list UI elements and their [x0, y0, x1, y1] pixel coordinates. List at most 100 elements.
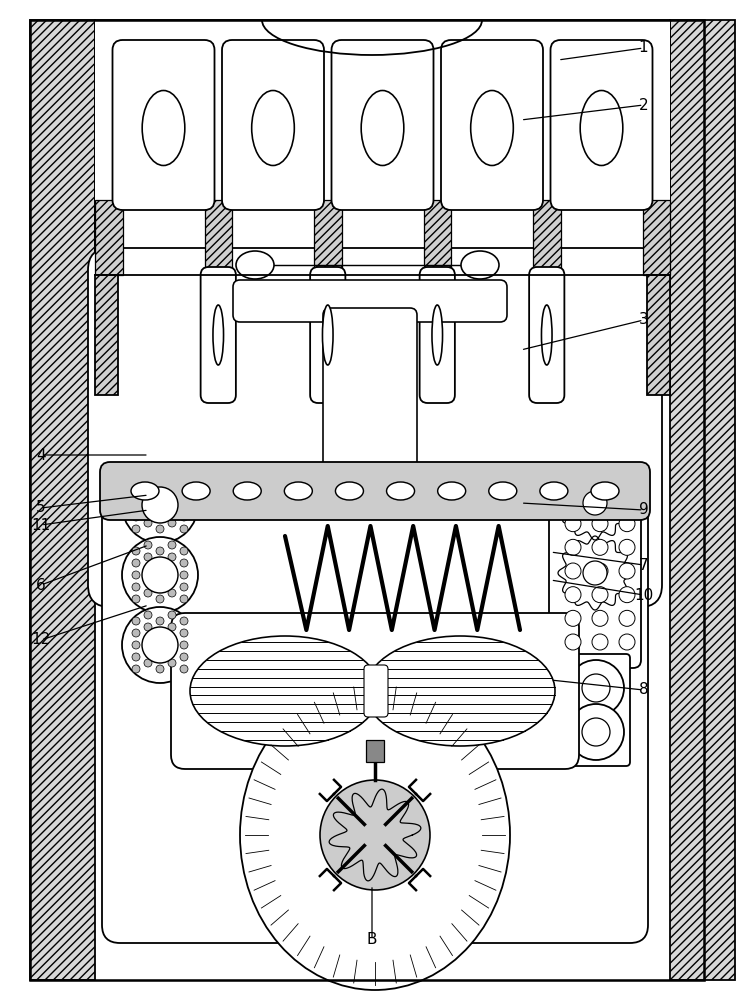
- Ellipse shape: [580, 91, 623, 165]
- Circle shape: [156, 641, 164, 649]
- Bar: [557, 275, 560, 395]
- Ellipse shape: [182, 482, 210, 500]
- FancyBboxPatch shape: [88, 248, 662, 607]
- Circle shape: [565, 610, 581, 626]
- Circle shape: [565, 492, 581, 508]
- FancyBboxPatch shape: [201, 267, 236, 403]
- Circle shape: [565, 539, 581, 555]
- Circle shape: [619, 539, 635, 555]
- Ellipse shape: [190, 636, 380, 746]
- Ellipse shape: [361, 91, 404, 165]
- FancyBboxPatch shape: [529, 267, 565, 403]
- Circle shape: [582, 718, 610, 746]
- FancyBboxPatch shape: [102, 475, 648, 943]
- Circle shape: [592, 610, 608, 626]
- Bar: [337, 275, 341, 395]
- Circle shape: [568, 704, 624, 760]
- Circle shape: [142, 557, 178, 593]
- Circle shape: [132, 513, 140, 521]
- Circle shape: [619, 634, 635, 650]
- FancyBboxPatch shape: [233, 280, 507, 322]
- Bar: [533, 200, 560, 275]
- Bar: [670, 20, 735, 980]
- Circle shape: [144, 565, 152, 573]
- Text: 2: 2: [639, 98, 648, 112]
- Ellipse shape: [437, 482, 466, 500]
- Circle shape: [168, 659, 176, 667]
- Polygon shape: [558, 466, 632, 540]
- Circle shape: [168, 541, 176, 549]
- FancyBboxPatch shape: [222, 40, 324, 210]
- Circle shape: [144, 623, 152, 631]
- Bar: [95, 275, 670, 395]
- Circle shape: [583, 561, 607, 585]
- Circle shape: [144, 495, 152, 503]
- Circle shape: [168, 647, 176, 655]
- Circle shape: [132, 617, 140, 625]
- Bar: [314, 200, 341, 275]
- Circle shape: [156, 513, 164, 521]
- Ellipse shape: [540, 482, 568, 500]
- Circle shape: [142, 627, 178, 663]
- Circle shape: [180, 629, 188, 637]
- FancyBboxPatch shape: [323, 308, 417, 477]
- Circle shape: [619, 516, 635, 532]
- Ellipse shape: [131, 482, 159, 500]
- Circle shape: [180, 595, 188, 603]
- Bar: [95, 275, 118, 395]
- Circle shape: [180, 477, 188, 485]
- Text: B: B: [367, 932, 377, 948]
- Bar: [423, 200, 451, 275]
- Circle shape: [144, 541, 152, 549]
- Ellipse shape: [142, 91, 185, 165]
- Circle shape: [144, 635, 152, 643]
- Bar: [366, 740, 384, 762]
- Circle shape: [144, 647, 152, 655]
- FancyBboxPatch shape: [332, 40, 434, 210]
- Circle shape: [168, 589, 176, 597]
- Ellipse shape: [461, 251, 499, 279]
- Ellipse shape: [336, 482, 364, 500]
- Circle shape: [132, 501, 140, 509]
- Circle shape: [144, 553, 152, 561]
- Circle shape: [565, 516, 581, 532]
- Ellipse shape: [365, 636, 555, 746]
- Bar: [314, 275, 318, 395]
- Circle shape: [180, 665, 188, 673]
- Circle shape: [156, 477, 164, 485]
- FancyBboxPatch shape: [171, 613, 579, 769]
- Circle shape: [132, 629, 140, 637]
- Circle shape: [568, 660, 624, 716]
- Circle shape: [132, 559, 140, 567]
- Circle shape: [565, 587, 581, 603]
- Circle shape: [180, 547, 188, 555]
- Ellipse shape: [213, 305, 223, 365]
- FancyBboxPatch shape: [549, 477, 641, 668]
- Bar: [643, 200, 670, 275]
- Circle shape: [320, 780, 430, 890]
- Circle shape: [122, 537, 198, 613]
- Circle shape: [156, 653, 164, 661]
- Bar: [205, 200, 232, 275]
- Circle shape: [156, 629, 164, 637]
- Circle shape: [144, 577, 152, 585]
- Circle shape: [592, 539, 608, 555]
- Circle shape: [156, 559, 164, 567]
- Ellipse shape: [542, 305, 552, 365]
- Bar: [205, 275, 208, 395]
- Circle shape: [565, 634, 581, 650]
- Circle shape: [132, 665, 140, 673]
- Circle shape: [168, 495, 176, 503]
- Circle shape: [592, 563, 608, 579]
- Circle shape: [180, 513, 188, 521]
- Text: 4: 4: [36, 448, 45, 462]
- Circle shape: [168, 483, 176, 491]
- Text: 7: 7: [639, 558, 648, 572]
- FancyBboxPatch shape: [310, 267, 345, 403]
- Circle shape: [122, 607, 198, 683]
- Circle shape: [180, 641, 188, 649]
- Text: 3: 3: [638, 312, 649, 328]
- Ellipse shape: [591, 482, 619, 500]
- Bar: [647, 275, 670, 395]
- Bar: [95, 20, 670, 280]
